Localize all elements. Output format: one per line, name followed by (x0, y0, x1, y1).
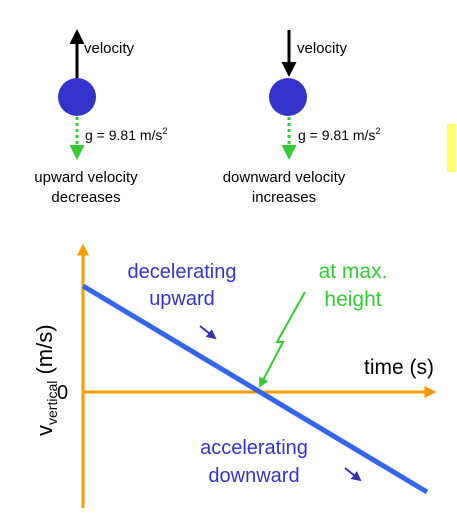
accelerating-label-line2: downward (208, 465, 299, 487)
downward-caption-line1: downward velocity (223, 169, 346, 186)
upward-caption-line1: upward velocity (34, 169, 138, 186)
velocity-line (81, 283, 429, 495)
downward-ball-group: velocity g = 9.81 m/s2 downward velocity… (223, 30, 380, 206)
upward-ball (58, 78, 96, 116)
upward-velocity-label: velocity (84, 40, 135, 57)
accelerating-pointer-arrow (344, 467, 362, 482)
downward-ball (269, 78, 307, 116)
max-height-label-line2: height (324, 288, 381, 311)
upward-ball-group: velocity g = 9.81 m/s2 upward velocity d… (34, 29, 167, 206)
upward-gravity-label: g = 9.81 m/s2 (85, 126, 167, 143)
downward-caption-line2: increases (252, 189, 316, 206)
max-height-label-line1: at max. (319, 260, 388, 283)
downward-velocity-label: velocity (297, 40, 348, 57)
zero-label: 0 (57, 382, 68, 404)
max-height-pointer-arrow (259, 291, 306, 388)
velocity-time-graph: vvertical (m/s) 0 time (s) decelerating … (32, 243, 437, 508)
decelerating-label-line2: upward (149, 288, 215, 310)
upward-caption-line2: decreases (51, 189, 120, 206)
highlight-marker (447, 124, 456, 172)
accelerating-label-line1: accelerating (200, 437, 308, 459)
y-axis-label: vvertical (m/s) (32, 324, 60, 436)
x-axis-label: time (s) (364, 356, 434, 379)
decelerating-pointer-arrow (199, 325, 217, 340)
downward-gravity-label: g = 9.81 m/s2 (298, 126, 380, 143)
decelerating-label-line1: decelerating (128, 261, 237, 283)
